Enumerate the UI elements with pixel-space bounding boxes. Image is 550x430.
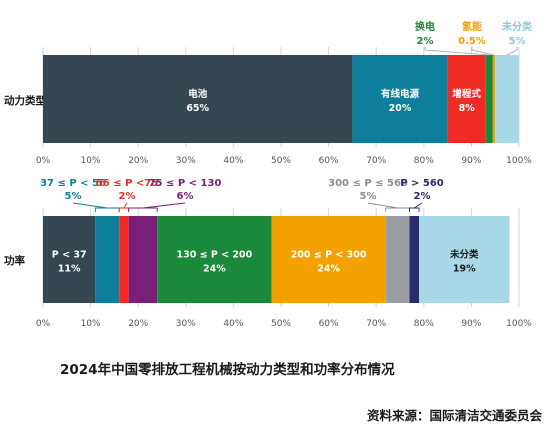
bar-segment [43,55,353,143]
segment-value-label: 24% [203,264,226,275]
x-tick-label: 100% [506,319,532,329]
bar-segment [157,216,272,303]
segment-label: 未分类 [449,249,479,261]
bar-segment [271,216,386,303]
bar-segment [385,216,410,303]
bracket-line [414,202,423,209]
segment-label: 56 ≤ P <75 [96,178,158,189]
x-tick-label: 20% [128,319,148,329]
stacked-bar-charts: 动力类型 电池 65% 有线电源 20% 增程式 8% 换电 2% 氢能 0.5% 未分类 5% 0% 10… [4,20,532,329]
y-axis-label: 动力类型 [4,94,46,107]
segment-value-label: 5% [509,36,526,47]
bracket-line [123,202,128,209]
segment-label: 增程式 [452,88,481,100]
bracket-line [72,202,108,209]
leader-line [471,47,495,56]
segment-label: 氢能 [462,20,482,33]
bar-segment [95,216,120,303]
bracket-line [409,207,420,212]
bracket-line [367,202,398,209]
figure-caption: 2024年中国零排放工程机械按动力类型和功率分布情况 [60,362,395,378]
bar-segment [495,55,519,143]
bar-segment [352,55,448,143]
x-tick-label: 20% [128,156,148,166]
segment-label: 37 ≤ P < 56 [40,178,106,189]
segment-value-label: 20% [389,103,412,114]
segment-label: P < 37 [52,250,87,261]
x-tick-label: 70% [366,156,386,166]
segment-value-label: 11% [58,264,81,275]
segment-value-label: 5% [360,191,377,202]
bar-segment [43,216,96,303]
x-tick-label: 90% [461,319,481,329]
segment-value-label: 8% [459,103,476,114]
y-axis-label: 功率 [4,254,25,267]
x-tick-label: 60% [319,156,339,166]
bar-segment [409,216,420,303]
leader-line [506,47,518,56]
segment-label: 换电 [415,20,435,33]
bracket-line [142,202,186,209]
x-tick-label: 10% [81,319,101,329]
segment-label: P > 560 [400,178,444,189]
segment-value-label: 6% [177,191,194,202]
x-tick-label: 10% [81,156,101,166]
bracket-line [118,207,130,212]
bracket-line [94,207,120,212]
segment-value-label: 2% [119,191,136,202]
x-tick-label: 50% [271,156,291,166]
bracket-line [385,207,410,212]
segment-value-label: 2% [417,36,434,47]
segment-label: 300 ≤ P ≤ 560 [328,178,408,189]
leader-line [424,47,490,56]
x-tick-label: 0% [36,156,51,166]
x-tick-label: 70% [366,319,386,329]
bar-segment [447,55,486,143]
segment-label: 75 ≤ P < 130 [149,178,222,189]
segment-value-label: 0.5% [458,36,486,47]
segment-label: 200 ≤ P < 300 [291,250,367,261]
x-tick-label: 40% [223,156,243,166]
x-tick-label: 80% [414,319,434,329]
segment-value-label: 65% [186,103,209,114]
segment-value-label: 19% [453,264,476,275]
bar-segment [485,55,493,143]
bracket-line [128,207,158,212]
x-tick-label: 0% [36,319,51,329]
x-tick-label: 50% [271,319,291,329]
x-tick-label: 30% [176,319,196,329]
segment-value-label: 2% [414,191,431,202]
x-tick-label: 80% [414,156,434,166]
x-tick-label: 100% [506,156,532,166]
bar-segment [419,216,510,303]
x-tick-label: 30% [176,156,196,166]
segment-label: 未分类 [501,20,532,33]
segment-label: 有线电源 [381,88,420,100]
segment-label: 130 ≤ P < 200 [176,250,252,261]
figure-source: 资料来源：国际清洁交通委员会 [366,408,542,423]
bar-segment [119,216,129,303]
segment-value-label: 24% [317,264,340,275]
segment-label: 电池 [188,88,208,100]
x-tick-label: 60% [319,319,339,329]
bar-segment [128,216,158,303]
x-tick-label: 40% [223,319,243,329]
segment-value-label: 5% [65,191,82,202]
x-tick-label: 90% [461,156,481,166]
bar-segment [492,55,496,143]
